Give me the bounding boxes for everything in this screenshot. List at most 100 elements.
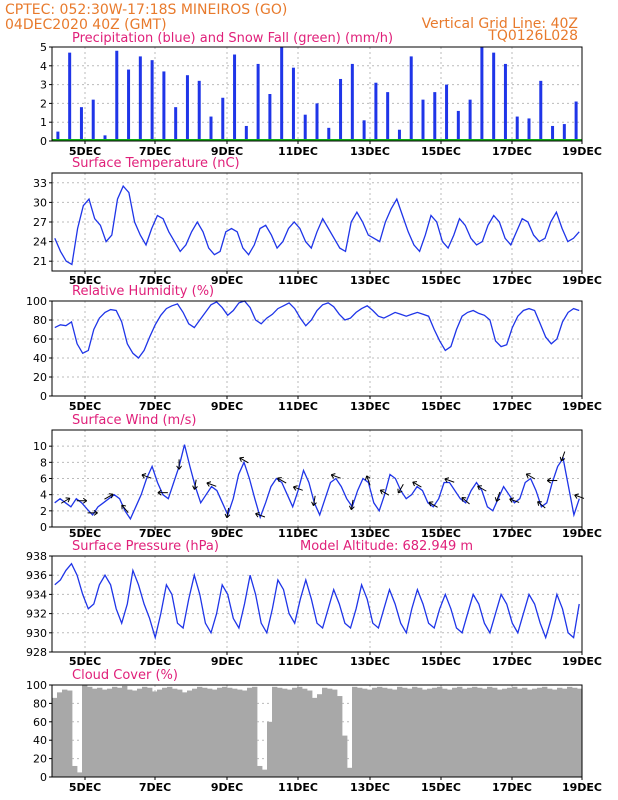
wind-arrow	[546, 477, 558, 484]
cloud-bar	[87, 686, 93, 777]
cloud-bar	[507, 687, 513, 777]
precip-bar	[480, 47, 484, 141]
y-tick-label: 928	[26, 646, 47, 659]
y-tick-label: 20	[33, 371, 47, 384]
wind-arrow-head	[537, 501, 542, 506]
x-tick-label: 17DEC	[492, 145, 532, 158]
x-tick-label: 11DEC	[278, 527, 318, 540]
x-tick-label: 5DEC	[69, 527, 101, 540]
wind-arrow-shaft	[477, 485, 487, 492]
cloud-bar	[367, 689, 373, 777]
cloud-bar	[217, 687, 223, 777]
cloud-bar	[162, 687, 168, 777]
wind-arrow	[224, 507, 231, 519]
wind-arrow-head	[379, 489, 385, 495]
y-tick-label: 0	[40, 135, 47, 148]
wind-arrow-shaft	[293, 486, 303, 491]
cloud-bar	[247, 687, 253, 777]
wind-arrow-head	[559, 456, 566, 462]
y-tick-label: 80	[33, 697, 47, 710]
cloud-bar	[242, 690, 248, 777]
cloud-bar	[77, 772, 83, 777]
wind-arrow-shaft	[380, 489, 390, 496]
y-tick-label: 40	[33, 734, 47, 747]
cloud-bar	[282, 688, 288, 777]
wind-arrow	[525, 473, 536, 480]
wind-arrow	[277, 477, 287, 484]
wind-arrow-head	[311, 501, 317, 507]
wind-arrow	[141, 473, 152, 479]
cloud-bar	[157, 689, 163, 777]
wind-arrow	[412, 481, 422, 488]
precip-bar	[256, 63, 260, 141]
y-tick-label: 60	[33, 333, 47, 346]
cloud-bar	[342, 735, 348, 777]
y-tick-label: 100	[26, 679, 47, 692]
cloud-bar	[477, 687, 483, 777]
wind-arrow-shaft	[239, 457, 249, 464]
precip-bar	[185, 75, 189, 141]
panel-title-precip: Precipitation (blue) and Snow Fall (gree…	[72, 31, 393, 46]
precip-bar	[456, 110, 460, 141]
precip-bar	[209, 116, 213, 141]
cloud-bar	[152, 691, 158, 777]
cloud-bar	[82, 685, 88, 777]
y-tick-label: 20	[33, 753, 47, 766]
cloud-bar	[262, 769, 268, 777]
cloud-bar	[102, 689, 108, 777]
cloud-bar	[127, 689, 133, 777]
wind-arrow	[292, 485, 303, 491]
cloud-bar	[392, 689, 398, 777]
cloud-bar	[322, 687, 328, 777]
series-line-pressure	[54, 562, 580, 641]
x-tick-label: 19DEC	[562, 655, 602, 668]
wind-arrow-head	[494, 497, 501, 502]
y-tick-label: 30	[33, 196, 47, 209]
wind-arrow-shaft	[526, 473, 536, 480]
wind-arrow-shaft	[331, 474, 341, 479]
wind-arrow	[192, 479, 198, 490]
wind-arrow-shaft	[366, 475, 371, 486]
precip-bar	[503, 63, 507, 141]
cloud-bar	[532, 688, 538, 777]
wind-arrow-head	[525, 473, 531, 479]
x-tick-label: 13DEC	[350, 274, 390, 287]
x-tick-label: 9DEC	[211, 274, 243, 287]
cloud-bar	[472, 686, 478, 777]
cloud-bar	[117, 687, 123, 777]
x-tick-label: 13DEC	[350, 145, 390, 158]
x-tick-label: 7DEC	[139, 527, 171, 540]
cloud-bar	[312, 697, 318, 777]
cloud-bar	[352, 686, 358, 777]
cloud-bar	[317, 694, 323, 777]
wind-arrow	[176, 459, 182, 470]
y-tick-label: 936	[26, 569, 47, 582]
y-tick-label: 0	[40, 390, 47, 403]
cloud-bar	[427, 688, 433, 777]
wind-arrow	[60, 497, 71, 504]
precip-bar	[103, 135, 107, 141]
y-tick-label: 934	[26, 588, 47, 601]
x-tick-label: 15DEC	[421, 145, 461, 158]
wind-arrow-shaft	[444, 478, 455, 483]
precip-bar	[492, 52, 496, 141]
cloud-bar	[292, 687, 298, 777]
precip-bar	[233, 54, 237, 141]
cloud-bar	[387, 688, 393, 777]
cloud-bar	[267, 721, 273, 777]
cloud-bar	[97, 687, 103, 777]
precip-bar	[221, 97, 225, 141]
wind-arrow	[537, 501, 546, 509]
precip-bar	[303, 114, 307, 141]
x-tick-label: 13DEC	[350, 781, 390, 794]
cloud-bar	[57, 692, 63, 777]
wind-arrow-shaft	[397, 484, 404, 494]
wind-arrow-head	[141, 473, 147, 479]
y-tick-label: 5	[40, 41, 47, 54]
wind-arrow-shaft	[461, 497, 470, 505]
x-tick-label: 19DEC	[562, 274, 602, 287]
wind-arrow-head	[108, 493, 114, 499]
x-tick-label: 17DEC	[492, 655, 532, 668]
x-tick-label: 11DEC	[278, 400, 318, 413]
